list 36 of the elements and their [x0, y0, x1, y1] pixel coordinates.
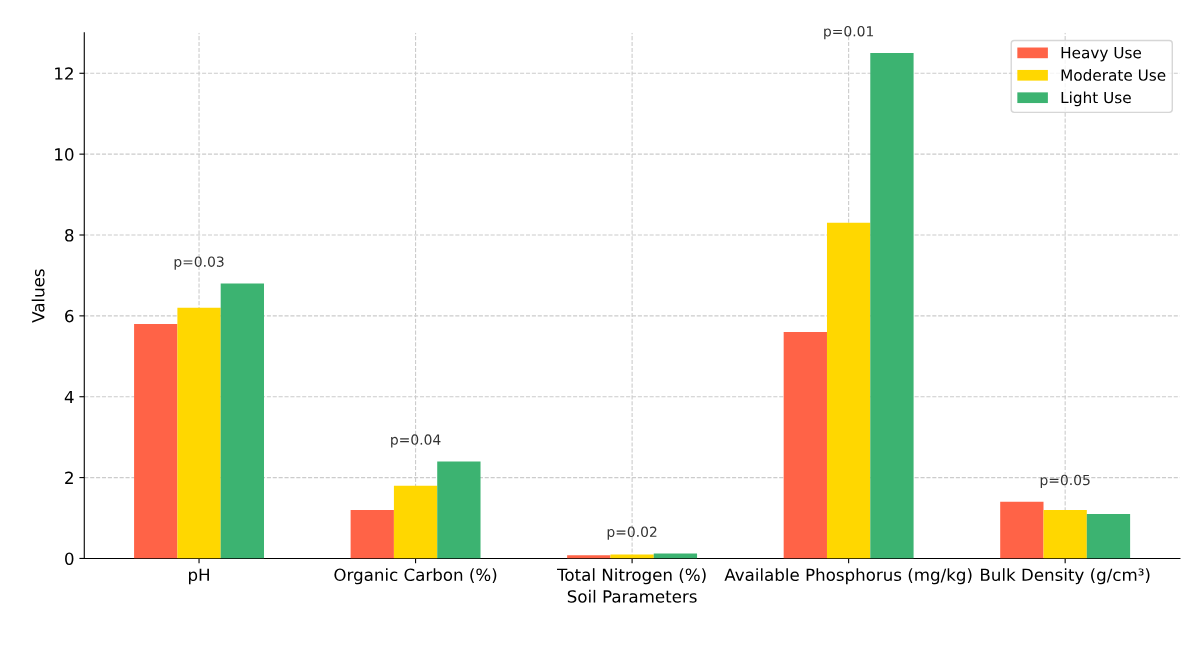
x-axis-title: Soil Parameters: [567, 589, 697, 603]
legend-label: Light Use: [1061, 91, 1131, 107]
x-tick-label: pH: [189, 568, 209, 585]
y-tick-label: 6: [65, 309, 74, 323]
bar: [350, 509, 394, 559]
y-tick-label: 2: [65, 471, 73, 484]
bar: [177, 307, 221, 559]
bar: [1043, 509, 1087, 559]
x-tick-label: Organic Carbon (%): [334, 568, 497, 585]
y-tick-label: 10: [55, 148, 74, 161]
annotation: p=0.03: [174, 256, 224, 270]
bar: [567, 555, 611, 559]
bar: [826, 222, 871, 559]
legend-label: Moderate Use: [1061, 69, 1166, 81]
annotation: p=0.01: [824, 25, 874, 40]
bar: [610, 554, 654, 559]
bar: [393, 485, 438, 559]
annotation: p=0.04: [391, 434, 441, 448]
annotation: p=0.05: [1040, 474, 1090, 488]
bar: [870, 53, 914, 559]
y-tick-label: 4: [64, 390, 74, 404]
bar: [437, 461, 481, 559]
y-tick-label: 12: [55, 67, 73, 80]
y-tick-label: 8: [65, 228, 74, 242]
legend-label: Heavy Use: [1061, 47, 1142, 62]
x-tick-label: Bulk Density (g/cm³): [981, 568, 1150, 585]
bar: [220, 283, 264, 559]
bar: [1086, 513, 1131, 559]
x-tick-label: Available Phosphorus (mg/kg): [724, 568, 972, 585]
bar: [134, 323, 178, 559]
annotation: p=0.02: [607, 526, 657, 540]
y-tick-label: 0: [65, 552, 74, 566]
bar: [1000, 501, 1044, 559]
x-tick-label: Total Nitrogen (%): [557, 568, 706, 585]
y-axis-title: Values: [31, 269, 45, 323]
bar: [783, 332, 827, 559]
